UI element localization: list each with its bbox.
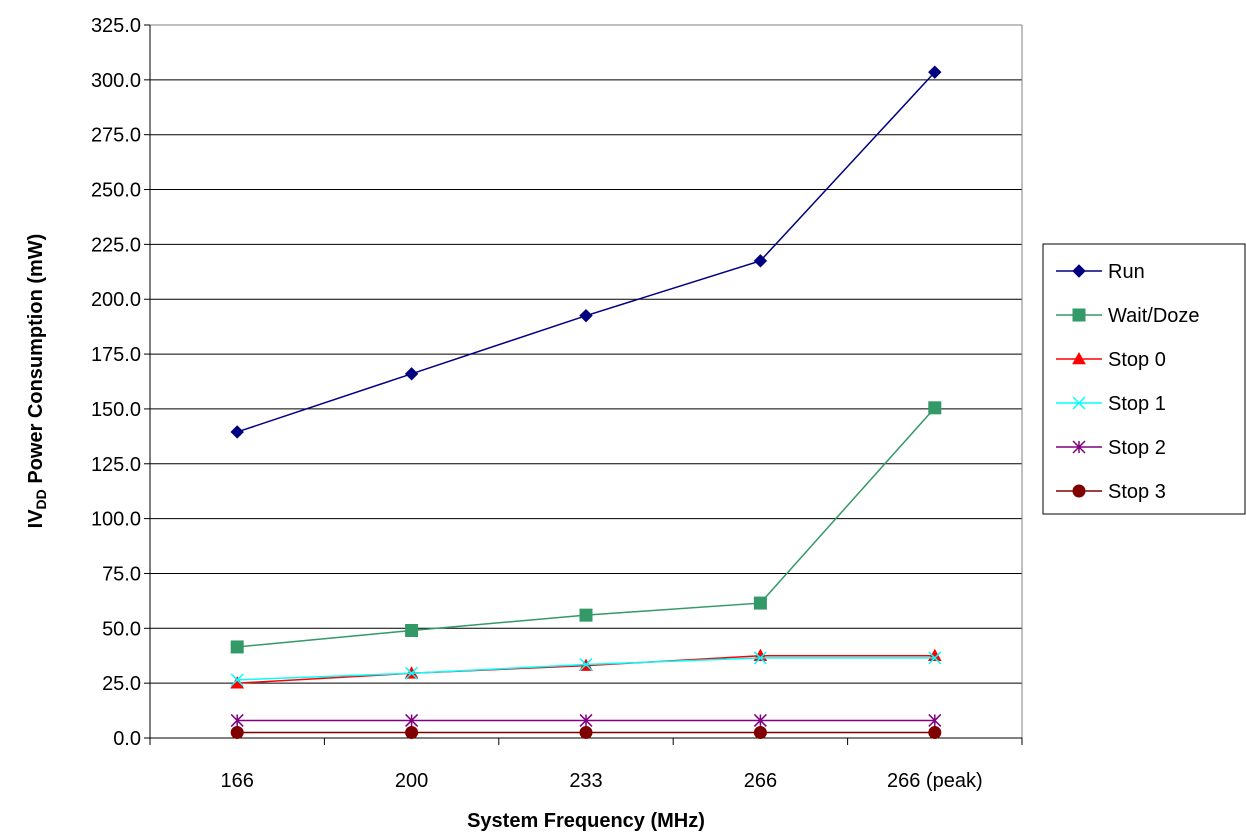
- y-axis-title-subscript: DD: [33, 489, 49, 509]
- legend-label: Stop 2: [1108, 437, 1166, 459]
- data-point: [405, 713, 419, 727]
- data-point: [928, 726, 942, 740]
- legend-swatch-marker: [1072, 351, 1086, 365]
- legend-entry: Stop 2: [1056, 437, 1166, 459]
- data-point: [230, 640, 244, 654]
- y-tick-label: 175.0: [91, 344, 141, 366]
- data-point: [404, 367, 419, 381]
- x-tick-labels: 166 200 233 266 266 (peak): [221, 770, 983, 792]
- data-point: [753, 726, 767, 740]
- series-wait-doze: [230, 401, 942, 654]
- y-tick-label: 300.0: [91, 70, 141, 92]
- data-point: [928, 401, 942, 415]
- data-point: [579, 308, 593, 323]
- legend-label: Run: [1108, 261, 1145, 283]
- legend-label: Stop 0: [1108, 349, 1166, 371]
- data-point: [753, 713, 767, 727]
- y-tick-label: 250.0: [91, 180, 141, 202]
- data-point: [230, 673, 244, 687]
- y-tick-label: 150.0: [91, 399, 141, 421]
- series-stop-3: [230, 726, 942, 740]
- series-run: [230, 65, 942, 439]
- y-tick-label: 125.0: [91, 454, 141, 476]
- data-point: [753, 596, 767, 610]
- data-point: [230, 726, 244, 740]
- legend-entry: Stop 1: [1056, 393, 1166, 415]
- data-point: [230, 713, 244, 727]
- legend-swatch-marker: [1072, 396, 1086, 410]
- y-axis-title-suffix: Power Consumption (mW): [25, 234, 47, 490]
- legend-entry: Stop 0: [1056, 349, 1166, 371]
- legend-label: Stop 1: [1108, 393, 1166, 415]
- x-tick-label: 266 (peak): [887, 770, 983, 792]
- y-tick-label: 200.0: [91, 289, 141, 311]
- legend-box: [1042, 243, 1246, 515]
- legend-entry: Wait/Doze: [1056, 305, 1200, 327]
- legend-label: Wait/Doze: [1108, 305, 1200, 327]
- data-point: [579, 608, 593, 622]
- x-tick-label: 266: [744, 770, 777, 792]
- x-tick-label: 166: [221, 770, 254, 792]
- y-tick-label: 100.0: [91, 509, 141, 531]
- y-tick-label: 25.0: [102, 673, 141, 695]
- x-tick-label: 200: [395, 770, 428, 792]
- data-point: [928, 651, 942, 665]
- data-point: [753, 651, 767, 665]
- data-point: [753, 254, 768, 268]
- y-axis-title-prefix: IV: [25, 509, 47, 529]
- y-tick-label: 275.0: [91, 125, 141, 147]
- legend-label: Stop 3: [1108, 481, 1166, 503]
- x-tick-label: 233: [569, 770, 602, 792]
- legend: Run Wait/Doze Stop 0 Stop 1 Stop 2 Stop 3: [1042, 243, 1246, 515]
- y-tick-label: 325.0: [91, 15, 141, 37]
- data-point: [579, 713, 593, 727]
- data-point: [405, 624, 419, 638]
- series-stop-1: [230, 651, 942, 687]
- data-point: [928, 713, 942, 727]
- y-tick-label: 50.0: [102, 618, 141, 640]
- legend-swatch-marker: [1072, 484, 1086, 498]
- plot-area: [150, 25, 1022, 738]
- data-point: [405, 726, 419, 740]
- y-tick-label: 0.0: [113, 728, 141, 750]
- y-tick-label: 75.0: [102, 563, 141, 585]
- y-tick-labels: 0.0 25.0 50.0 75.0 100.0 125.0 150.0 175.0 200.0…: [91, 15, 141, 750]
- series-stop-2: [230, 713, 942, 727]
- legend-swatch-marker: [1072, 264, 1086, 278]
- y-tick-label: 225.0: [91, 234, 141, 256]
- series-group: [230, 65, 942, 740]
- y-axis-title: IVDD Power Consumption (mW): [25, 234, 49, 529]
- legend-entry: Run: [1056, 261, 1145, 283]
- legend-swatch-marker: [1072, 308, 1086, 322]
- data-point: [579, 726, 593, 740]
- x-axis-title: System Frequency (MHz): [467, 810, 705, 832]
- legend-swatch-marker: [1072, 440, 1086, 454]
- legend-entry: Stop 3: [1056, 481, 1166, 503]
- data-point: [928, 65, 942, 79]
- data-point: [579, 657, 593, 672]
- data-point: [405, 666, 419, 680]
- data-point: [230, 425, 244, 439]
